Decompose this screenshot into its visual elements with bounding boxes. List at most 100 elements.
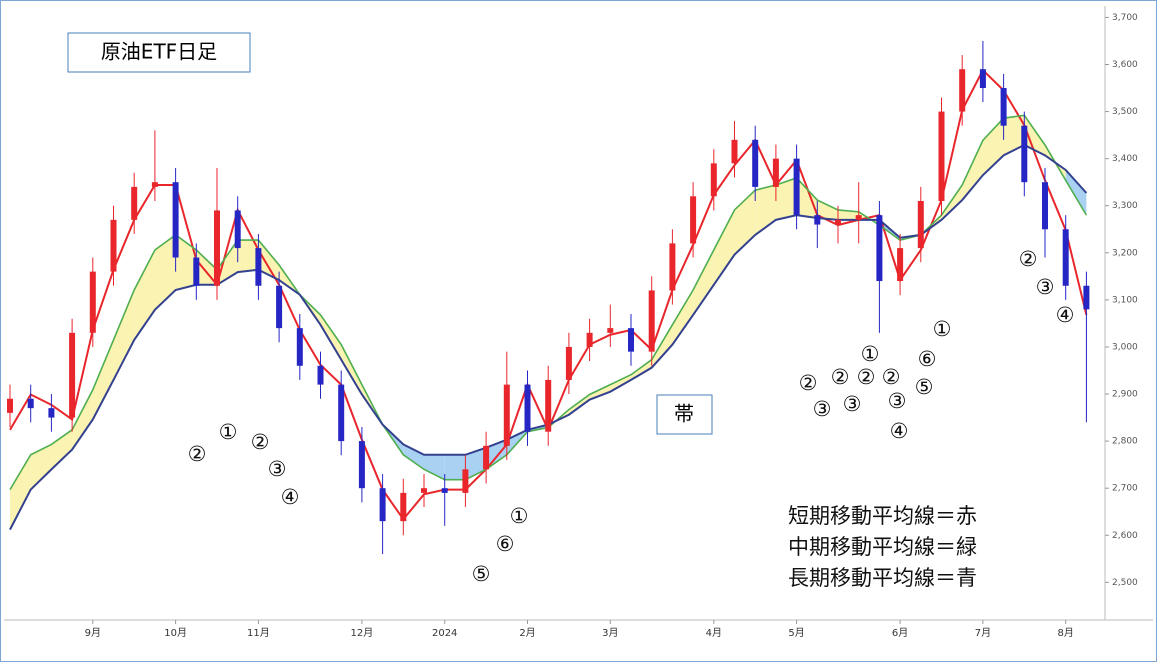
- candle-body: [565, 346, 572, 380]
- band-segment: [30, 444, 52, 490]
- annotation: ⑥: [918, 347, 937, 371]
- candle-body: [400, 492, 407, 522]
- band-segment: [982, 118, 1004, 176]
- candle-body: [193, 257, 200, 286]
- x-tick-label: 3月: [602, 627, 618, 639]
- candle-body: [628, 328, 634, 352]
- candle-body: [276, 285, 283, 329]
- candle-body: [690, 196, 697, 244]
- candle-body: [752, 139, 759, 187]
- annotation: ②: [857, 365, 876, 389]
- candle-body: [855, 215, 862, 220]
- x-tick-label: 5月: [788, 627, 804, 639]
- candle-body: [7, 398, 13, 413]
- candle-body: [979, 69, 986, 89]
- annotation: ②: [831, 365, 850, 389]
- candle-body: [648, 290, 655, 352]
- candle-body: [607, 328, 614, 333]
- band-segment: [672, 289, 694, 345]
- candle-body: [669, 243, 676, 291]
- candle-layer: [7, 40, 1090, 555]
- candle-body: [214, 210, 220, 286]
- candle-body: [772, 158, 779, 187]
- annotation: ④: [281, 485, 300, 509]
- band-segment: [651, 324, 673, 368]
- candle-body: [441, 488, 448, 493]
- x-tick-label: 12月: [351, 627, 374, 639]
- band-segment: [817, 200, 838, 220]
- y-tick-label: 3,000: [1112, 342, 1138, 352]
- candle-body: [379, 488, 386, 522]
- band-segment: [693, 249, 714, 315]
- candle-body: [255, 248, 262, 286]
- candle-body: [545, 379, 552, 432]
- candle-body: [69, 332, 76, 418]
- band-segment: [962, 140, 983, 201]
- y-tick-label: 3,600: [1112, 60, 1138, 70]
- band-segment: [113, 289, 135, 380]
- annotation: ③: [888, 389, 907, 413]
- annotation: ⑤: [915, 375, 934, 399]
- band-segment: [796, 177, 818, 218]
- band-segment: [631, 359, 652, 380]
- candle-body: [151, 182, 158, 187]
- candle-body: [959, 69, 966, 112]
- candle-body: [1083, 285, 1090, 310]
- legend-entry: 中期移動平均線＝緑: [788, 535, 977, 559]
- candle-body: [876, 215, 883, 282]
- band-segment: [134, 249, 155, 340]
- band-segment: [424, 454, 445, 480]
- y-tick-label: 3,500: [1112, 107, 1138, 117]
- x-tick-label: 10月: [164, 627, 187, 639]
- band-label: 帯: [674, 402, 694, 426]
- candle-body: [1062, 229, 1069, 286]
- annotation: ①: [933, 317, 952, 341]
- x-tick-label: 4月: [706, 627, 722, 639]
- y-tick-label: 2,900: [1112, 390, 1138, 400]
- candle-body: [338, 384, 345, 442]
- legend-entry: 短期移動平均線＝赤: [788, 504, 977, 528]
- candle-body: [234, 210, 241, 249]
- candle-body: [462, 469, 469, 493]
- band-segment: [589, 384, 611, 400]
- annotation: ②: [1019, 247, 1038, 271]
- axis-layer: 2,500 2,600 2,700 2,800 2,900 3,000 3,100 3,200…: [85, 13, 1138, 639]
- chart-title: 原油ETF日足: [101, 40, 217, 64]
- candle-body: [586, 332, 593, 347]
- annotation: ②: [799, 371, 818, 395]
- annotation: ③: [843, 392, 862, 416]
- annotation: ③: [813, 397, 832, 421]
- annotation: ⑤: [472, 562, 491, 586]
- annotation: ①: [219, 420, 238, 444]
- band-segment: [1024, 115, 1045, 156]
- candle-body: [27, 398, 34, 409]
- annotation: ②: [251, 430, 270, 454]
- y-tick-label: 2,700: [1112, 484, 1138, 494]
- candle-body: [503, 384, 510, 446]
- candle-body: [731, 139, 738, 164]
- candle-body: [172, 182, 179, 258]
- x-tick-label: 2月: [519, 627, 535, 639]
- candle-body: [897, 248, 904, 282]
- x-tick-label: 2024: [432, 628, 457, 639]
- candle-body: [48, 408, 55, 418]
- annotation: ①: [510, 504, 529, 528]
- x-tick-label: 11月: [247, 627, 270, 639]
- band-segment: [72, 389, 93, 450]
- band-segment: [92, 339, 114, 420]
- legend-entry: 長期移動平均線＝青: [788, 566, 977, 590]
- candle-body: [710, 163, 717, 197]
- candle-body: [110, 219, 117, 272]
- band-segment: [258, 240, 280, 281]
- band-segment: [10, 454, 31, 530]
- candle-body: [793, 158, 800, 216]
- candle-body: [296, 328, 303, 366]
- y-tick-label: 2,600: [1112, 531, 1138, 541]
- candle-body: [524, 384, 531, 432]
- y-tick-label: 3,200: [1112, 248, 1138, 258]
- candle-body: [1021, 125, 1028, 183]
- x-tick-label: 8月: [1058, 627, 1074, 639]
